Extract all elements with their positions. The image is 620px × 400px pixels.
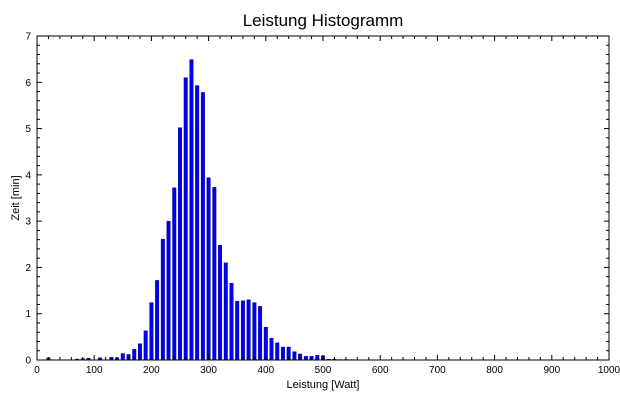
bar-series — [46, 59, 354, 361]
y-tick-label: 0 — [25, 356, 31, 367]
histogram-bar — [149, 302, 154, 361]
histogram-bar — [258, 306, 263, 361]
x-axis: 0 100 200 300 400 500 600 700 800 900 1000 — [34, 36, 620, 376]
x-tick-label: 300 — [200, 365, 217, 376]
histogram-bar — [229, 282, 234, 361]
histogram-bar — [195, 85, 200, 361]
histogram-bar — [143, 330, 148, 361]
histogram-bar — [252, 302, 257, 361]
plot-frame — [36, 35, 610, 361]
chart-title: Leistung Histogramm — [243, 11, 404, 30]
x-tick-label: 900 — [543, 365, 560, 376]
histogram-bar — [120, 353, 125, 361]
x-tick-label: 700 — [429, 365, 446, 376]
y-tick-label: 5 — [25, 124, 31, 135]
histogram-bar — [303, 356, 308, 361]
histogram-bar — [206, 177, 211, 361]
x-tick-label: 200 — [143, 365, 160, 376]
histogram-bar — [315, 355, 320, 361]
y-tick-label: 2 — [25, 263, 31, 274]
histogram-bar — [172, 187, 177, 361]
histogram-bar — [212, 187, 217, 361]
histogram-bar — [292, 351, 297, 361]
y-tick-label: 6 — [25, 78, 31, 89]
histogram-bar — [223, 262, 228, 361]
x-tick-label: 600 — [372, 365, 389, 376]
x-tick-label: 500 — [315, 365, 332, 376]
x-tick-label: 1000 — [598, 365, 620, 376]
histogram-bar — [218, 245, 223, 361]
x-tick-label: 400 — [257, 365, 274, 376]
y-tick-label: 1 — [25, 309, 31, 320]
histogram-bar — [200, 92, 205, 361]
y-tick-label: 7 — [25, 32, 31, 43]
histogram-bar — [132, 349, 137, 361]
y-axis-label: Zeit [min] — [10, 175, 22, 220]
histogram-bar — [280, 346, 285, 361]
x-tick-label: 0 — [34, 365, 40, 376]
histogram-bar — [246, 299, 251, 361]
x-tick-label: 100 — [86, 365, 103, 376]
y-tick-label: 4 — [25, 170, 31, 181]
histogram-bar — [235, 301, 240, 361]
histogram-bar — [155, 280, 160, 361]
histogram-bar — [189, 59, 194, 361]
histogram-bar — [183, 77, 188, 361]
y-axis: 0 1 2 3 4 5 6 7 — [25, 32, 609, 367]
x-axis-label: Leistung [Watt] — [287, 379, 360, 391]
histogram-bar — [269, 338, 274, 361]
histogram-bar — [166, 220, 171, 361]
y-tick-label: 3 — [25, 217, 31, 228]
x-tick-label: 800 — [486, 365, 503, 376]
histogram-bar — [178, 127, 182, 361]
histogram-bar — [240, 300, 245, 361]
histogram-bar — [160, 238, 165, 361]
